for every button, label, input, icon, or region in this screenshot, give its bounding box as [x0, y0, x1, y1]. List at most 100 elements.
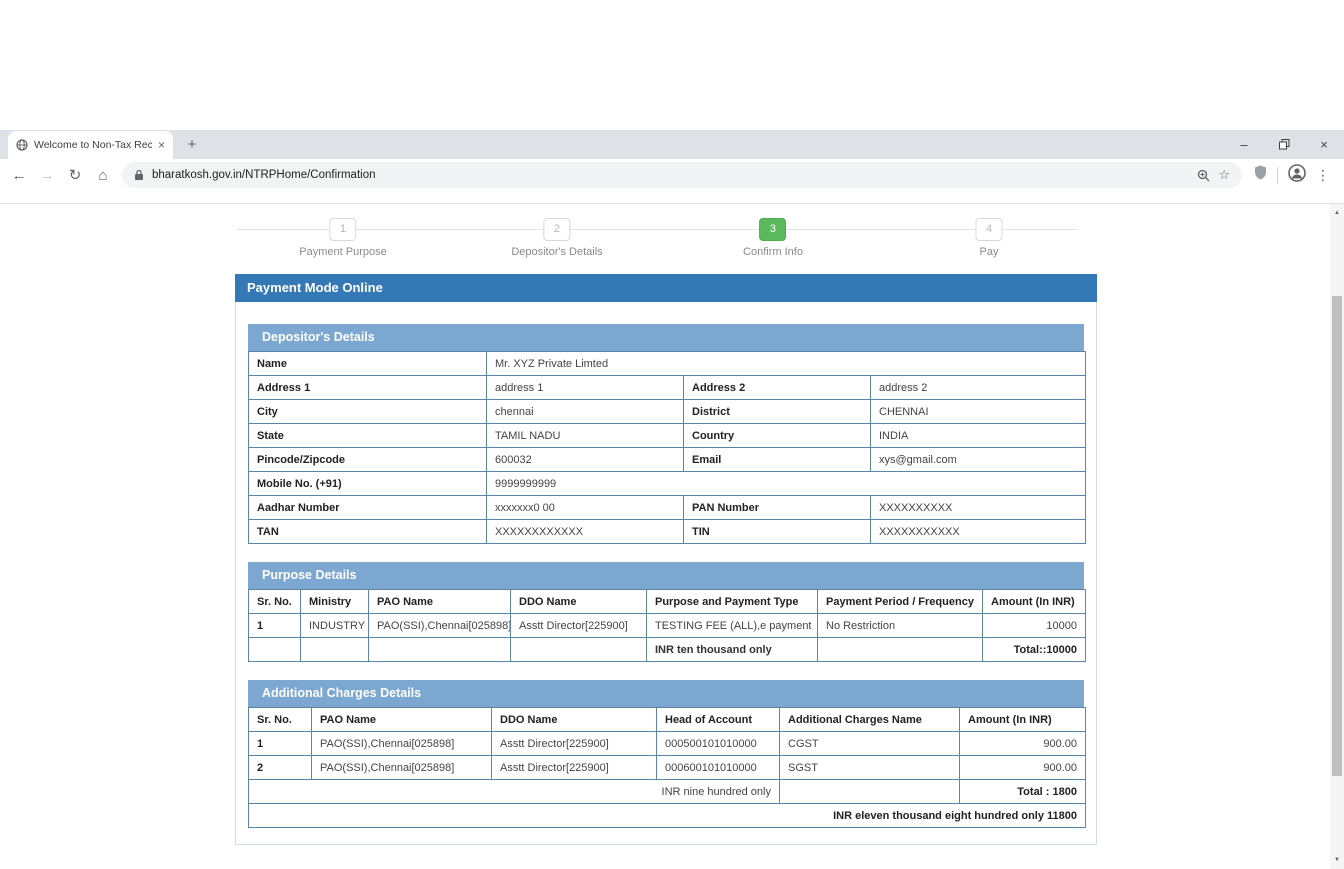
cell-ddo-name: Asstt Director[225900] [510, 613, 647, 638]
table-row: TAN XXXXXXXXXXXX TIN XXXXXXXXXXX [248, 519, 1087, 544]
tab-title: Welcome to Non-Tax Receipt Por [34, 139, 152, 151]
zoom-magnifier-icon[interactable] [1197, 169, 1210, 182]
table-header-row: Sr. No. PAO Name DDO Name Head of Accoun… [248, 707, 1086, 732]
step-label: Confirm Info [743, 246, 803, 258]
table-row: State TAMIL NADU Country INDIA [248, 423, 1087, 448]
field-value: Mr. XYZ Private Limted [485, 351, 1087, 376]
purpose-details-section: Purpose Details Sr. No. Ministry PAO Nam… [248, 562, 1086, 662]
column-header: DDO Name [491, 707, 657, 732]
purpose-table: Sr. No. Ministry PAO Name DDO Name Purpo… [248, 589, 1086, 662]
field-label: TAN [248, 519, 487, 544]
home-icon[interactable]: ⌂ [98, 166, 108, 184]
purpose-total: Total::10000 [982, 637, 1086, 662]
field-label: Pincode/Zipcode [248, 447, 487, 472]
browser-window: Welcome to Non-Tax Receipt Por × + – × ←… [0, 130, 1344, 869]
tab-close-icon[interactable]: × [157, 138, 165, 152]
column-header: PAO Name [311, 707, 492, 732]
page-scrollbar[interactable]: ▲ ▼ [1330, 204, 1344, 869]
cell-pao-name: PAO(SSI),Chennai[025898] [368, 613, 511, 638]
tab-strip: Welcome to Non-Tax Receipt Por × + – × [0, 130, 1344, 159]
new-tab-button[interactable]: + [187, 136, 197, 153]
address-bar[interactable]: bharatkosh.gov.in/NTRPHome/Confirmation … [122, 162, 1242, 188]
browser-tab[interactable]: Welcome to Non-Tax Receipt Por × [8, 131, 173, 159]
column-header: Sr. No. [248, 707, 312, 732]
cell-sr-no: 1 [248, 731, 312, 756]
cell-amount: 10000 [982, 613, 1086, 638]
minimize-button[interactable]: – [1240, 137, 1248, 152]
panel-title: Payment Mode Online [235, 274, 1097, 302]
table-row: Address 1 address 1 Address 2 address 2 [248, 375, 1087, 400]
cell-head-of-account: 000600101010000 [656, 755, 780, 780]
field-value: TAMIL NADU [486, 423, 684, 448]
step-confirm-info: 3 Confirm Info [743, 218, 803, 258]
field-label: State [248, 423, 487, 448]
menu-kebab-icon[interactable]: ⋮ [1316, 166, 1330, 183]
additional-charges-section: Additional Charges Details Sr. No. PAO N… [248, 680, 1086, 828]
scroll-up-icon[interactable]: ▲ [1334, 210, 1340, 216]
depositor-table: Name Mr. XYZ Private Limted Address 1 ad… [248, 351, 1087, 544]
step-label: Pay [979, 246, 999, 258]
cell-sr-no: 2 [248, 755, 312, 780]
table-row: Aadhar Number xxxxxxx0 00 PAN Number XXX… [248, 495, 1087, 520]
url-text[interactable]: bharatkosh.gov.in/NTRPHome/Confirmation [152, 169, 376, 181]
amount-in-words: INR nine hundred only [248, 779, 780, 804]
empty-cell [817, 637, 983, 662]
lock-icon [134, 169, 144, 181]
field-value: CHENNAI [869, 399, 1087, 424]
browser-toolbar: ← → ↻ ⌂ bharatkosh.gov.in/NTRPHome/Confi… [0, 159, 1344, 191]
column-header: Amount (In INR) [959, 707, 1086, 732]
field-value: INDIA [869, 423, 1087, 448]
field-value: address 2 [869, 375, 1087, 400]
panel-body: Depositor's Details Name Mr. XYZ Private… [235, 302, 1097, 845]
progress-stepper: 1 Payment Purpose 2 Depositor's Details … [0, 204, 1330, 266]
back-icon[interactable]: ← [11, 166, 27, 184]
table-row: Pincode/Zipcode 600032 Email xys@gmail.c… [248, 447, 1087, 472]
empty-cell [368, 637, 511, 662]
step-number: 2 [543, 218, 571, 241]
depositor-section-title: Depositor's Details [248, 324, 1084, 351]
cell-head-of-account: 000500101010000 [656, 731, 780, 756]
scroll-down-icon[interactable]: ▼ [1334, 857, 1340, 863]
cell-charge-name: SGST [779, 755, 960, 780]
table-header-row: Sr. No. Ministry PAO Name DDO Name Purpo… [248, 589, 1086, 614]
field-label: Mobile No. (+91) [248, 471, 487, 496]
field-value: address 1 [486, 375, 684, 400]
close-window-button[interactable]: × [1320, 137, 1328, 152]
cell-sr-no: 1 [248, 613, 301, 638]
field-value: xys@gmail.com [869, 447, 1087, 472]
field-value: XXXXXXXXXX [869, 495, 1087, 520]
toolbar-separator [1277, 167, 1278, 183]
toolbar-divider [0, 203, 1344, 204]
profile-avatar-icon[interactable] [1288, 163, 1306, 187]
step-label: Depositor's Details [511, 246, 603, 258]
table-row: 1 PAO(SSI),Chennai[025898] Asstt Directo… [248, 731, 1086, 756]
extension-shield-icon[interactable] [1254, 165, 1267, 185]
additional-charges-table: Sr. No. PAO Name DDO Name Head of Accoun… [248, 707, 1086, 828]
scrollbar-thumb[interactable] [1332, 296, 1342, 776]
field-value: 9999999999 [485, 471, 1087, 496]
field-value: xxxxxxx0 00 [486, 495, 684, 520]
cell-ministry: INDUSTRY [300, 613, 369, 638]
forward-icon: → [39, 166, 55, 184]
cell-ddo-name: Asstt Director[225900] [491, 755, 657, 780]
column-header: Amount (In INR) [982, 589, 1086, 614]
payment-panel: Payment Mode Online Depositor's Details … [235, 274, 1097, 845]
field-label: PAN Number [683, 495, 871, 520]
field-value: 600032 [486, 447, 684, 472]
empty-cell [779, 779, 960, 804]
column-header: PAO Name [368, 589, 511, 614]
cell-charge-name: CGST [779, 731, 960, 756]
reload-icon[interactable]: ↻ [68, 167, 82, 184]
bookmark-star-icon[interactable]: ☆ [1218, 167, 1230, 182]
additional-total: Total : 1800 [959, 779, 1086, 804]
restore-button[interactable] [1264, 130, 1304, 159]
column-header: Ministry [300, 589, 369, 614]
table-row: Mobile No. (+91) 9999999999 [248, 471, 1087, 496]
table-footer-row: INR ten thousand only Total::10000 [248, 637, 1086, 662]
table-grand-total-row: INR eleven thousand eight hundred only 1… [248, 803, 1086, 828]
field-value: chennai [486, 399, 684, 424]
cell-amount: 900.00 [959, 755, 1086, 780]
field-label: Name [248, 351, 487, 376]
field-label: Email [683, 447, 871, 472]
step-pay: 4 Pay [975, 218, 1003, 258]
